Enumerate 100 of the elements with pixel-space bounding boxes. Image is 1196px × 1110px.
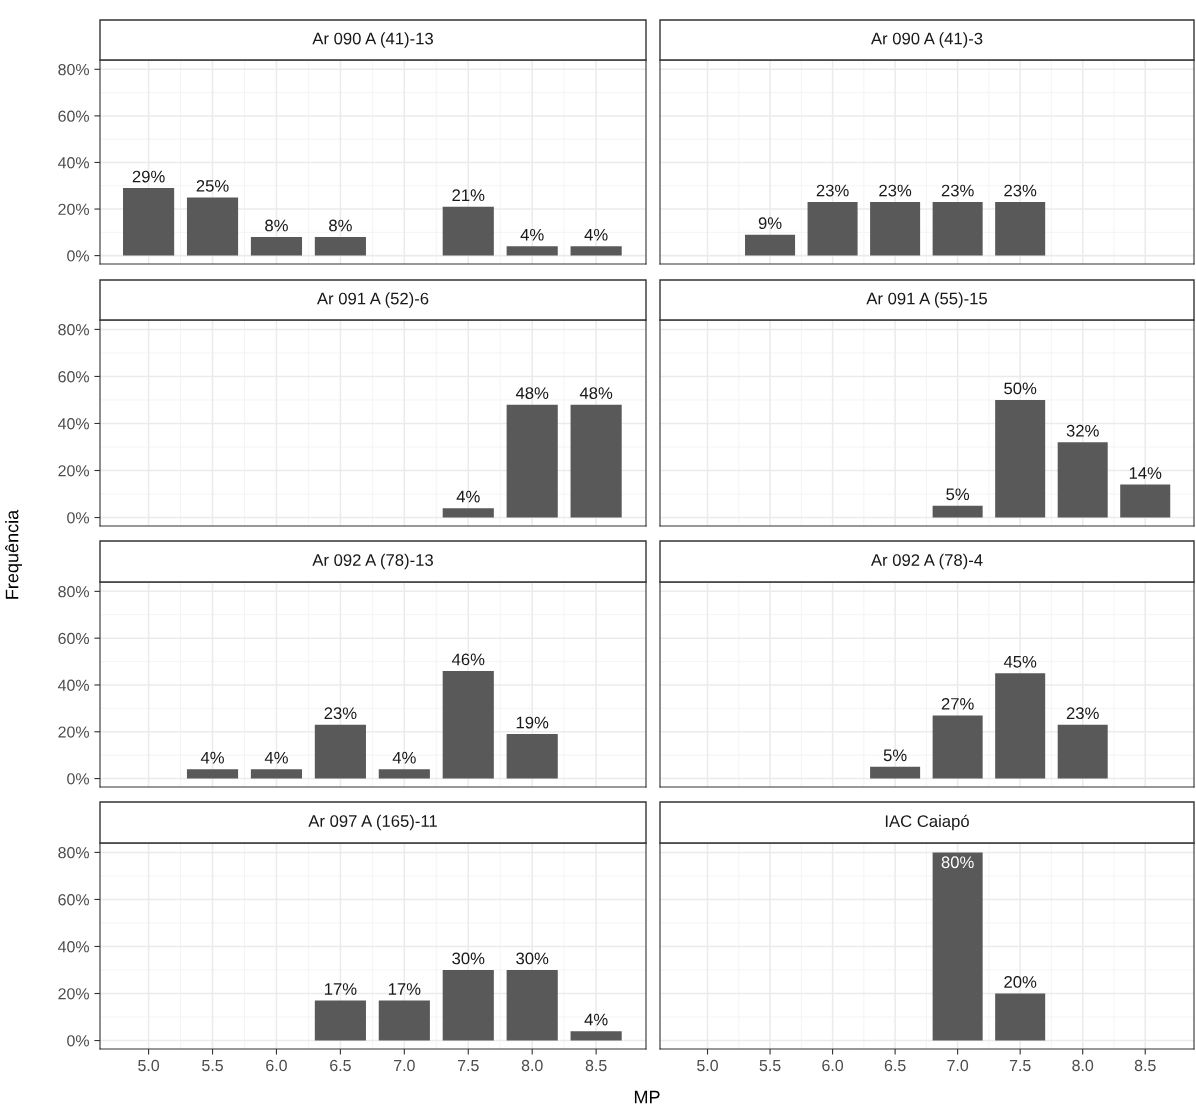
- bar: [995, 673, 1046, 779]
- data-label: 32%: [1066, 424, 1099, 437]
- y-tick-label: 20%: [58, 465, 90, 477]
- x-tick-label: 5.0: [138, 1059, 160, 1072]
- data-label: 30%: [452, 952, 485, 965]
- bar: [442, 969, 494, 1041]
- y-tick-label: 80%: [58, 63, 90, 76]
- y-tick-label: 40%: [57, 418, 90, 430]
- chart-title: IAC Caiapó: [885, 814, 969, 831]
- data-label: 45%: [1003, 655, 1037, 668]
- y-tick-label: 0%: [67, 1035, 90, 1047]
- y-tick-label: 20%: [58, 203, 90, 215]
- x-tick-label: 5.5: [202, 1060, 223, 1072]
- data-label: 23%: [816, 184, 849, 197]
- data-label: 20%: [1004, 976, 1037, 988]
- bar: [932, 715, 983, 779]
- data-label: 4%: [392, 751, 416, 764]
- x-tick-label: 7.0: [947, 1059, 969, 1072]
- bar: [570, 1031, 622, 1041]
- bar: [186, 769, 239, 779]
- bar: [1120, 484, 1171, 518]
- y-tick-label: 0%: [67, 250, 90, 262]
- y-tick-label: 60%: [58, 894, 90, 906]
- bar: [250, 769, 303, 779]
- bar: [378, 1000, 430, 1041]
- data-label: 23%: [1066, 707, 1099, 720]
- data-label: 23%: [879, 184, 912, 197]
- chart-title: Ar 091 A (55)-15: [866, 292, 987, 308]
- data-label: 4%: [584, 1013, 608, 1026]
- y-tick-label: 60%: [58, 371, 90, 383]
- data-label: 80%: [941, 856, 974, 869]
- bar: [870, 766, 921, 779]
- chart-title: Ar 090 A (41)-3: [870, 32, 983, 48]
- bar: [314, 724, 366, 779]
- x-tick-label: 8.0: [521, 1059, 543, 1072]
- bar: [995, 399, 1046, 518]
- data-label: 48%: [515, 387, 549, 400]
- bar: [378, 769, 430, 779]
- chart-title: Ar 092 A (78)-4: [870, 553, 983, 570]
- data-label: 19%: [516, 716, 549, 729]
- bar: [123, 188, 175, 256]
- data-label: 5%: [883, 749, 907, 762]
- y-tick-label: 80%: [58, 586, 90, 598]
- bar: [570, 246, 622, 256]
- x-tick-label: 7.5: [457, 1060, 479, 1072]
- x-tick-label: 6.5: [330, 1059, 351, 1072]
- data-label: 27%: [941, 697, 974, 710]
- y-tick-label: 80%: [58, 324, 90, 336]
- bar: [506, 969, 558, 1041]
- data-label: 4%: [584, 228, 608, 241]
- chart-title: Ar 091 A (52)-6: [316, 292, 429, 308]
- x-tick-label: 6.0: [822, 1059, 844, 1072]
- data-label: 29%: [132, 170, 165, 183]
- data-label: 4%: [264, 751, 288, 764]
- bar: [442, 206, 494, 256]
- chart-title: Ar 092 A (78)-13: [312, 553, 433, 570]
- y-tick-label: 20%: [58, 726, 90, 738]
- data-label: 23%: [941, 184, 974, 197]
- y-tick-label: 80%: [58, 847, 90, 859]
- data-label: 46%: [451, 653, 485, 666]
- bar: [932, 505, 983, 518]
- data-label: 5%: [946, 488, 970, 501]
- bar: [186, 197, 239, 256]
- x-tick-label: 8.5: [1134, 1059, 1156, 1072]
- y-tick-label: 40%: [57, 157, 90, 169]
- data-label: 4%: [520, 228, 544, 241]
- data-label: 23%: [324, 707, 357, 720]
- data-label: 8%: [265, 219, 288, 232]
- bar: [1057, 442, 1108, 518]
- x-tick-label: 8.5: [585, 1059, 607, 1072]
- bar: [506, 246, 558, 256]
- x-tick-label: 5.0: [697, 1059, 718, 1072]
- bar: [250, 236, 303, 256]
- data-label: 4%: [200, 751, 224, 764]
- y-tick-label: 60%: [58, 632, 90, 645]
- bar: [314, 236, 366, 256]
- data-label: 8%: [329, 219, 352, 232]
- y-tick-label: 40%: [57, 679, 90, 691]
- data-label: 30%: [516, 952, 549, 965]
- data-label: 14%: [1129, 467, 1162, 479]
- bar: [506, 734, 558, 779]
- y-axis-title: Frequência: [5, 509, 22, 599]
- y-tick-label: 40%: [57, 941, 90, 953]
- data-label: 9%: [758, 217, 782, 230]
- x-tick-label: 6.5: [884, 1059, 906, 1072]
- x-tick-label: 6.0: [266, 1059, 287, 1072]
- bar: [442, 670, 494, 779]
- data-label: 48%: [579, 387, 613, 400]
- data-label: 21%: [452, 189, 485, 202]
- x-tick-label: 7.5: [1009, 1060, 1031, 1072]
- data-label: 17%: [324, 983, 357, 995]
- data-label: 25%: [196, 179, 229, 192]
- data-label: 50%: [1004, 382, 1037, 395]
- chart-title: Ar 097 A (165)-11: [308, 814, 437, 831]
- bar: [1057, 724, 1108, 779]
- x-tick-label: 8.0: [1072, 1059, 1094, 1072]
- y-tick-label: 0%: [67, 512, 90, 524]
- chart-title: Ar 090 A (41)-13: [312, 32, 433, 48]
- y-tick-label: 0%: [67, 773, 90, 785]
- data-label: 17%: [388, 983, 421, 995]
